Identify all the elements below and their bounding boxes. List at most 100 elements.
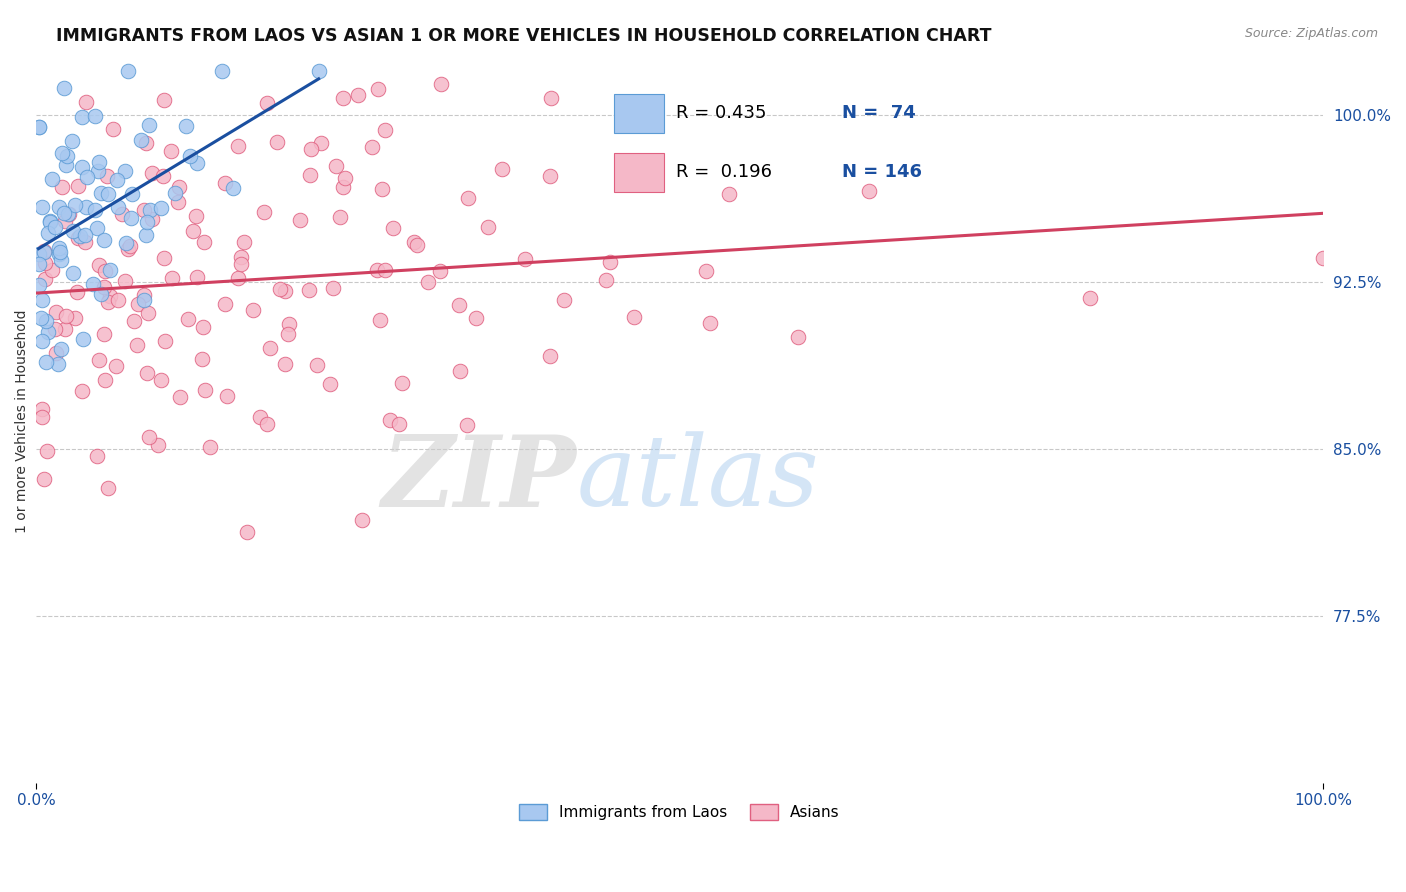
Point <box>53 206 76 220</box>
Point <box>45 305 67 319</box>
Point <box>416 275 439 289</box>
Point <box>84 202 107 217</box>
Point <box>60 134 83 148</box>
Point <box>48 200 70 214</box>
Point <box>217 389 239 403</box>
Point <box>89 155 111 169</box>
Point <box>160 270 183 285</box>
Point <box>141 211 163 226</box>
Point <box>120 211 142 225</box>
Point <box>135 214 157 228</box>
Point <box>465 310 488 325</box>
Point <box>114 164 136 178</box>
Point <box>111 207 134 221</box>
Point <box>31 334 53 349</box>
Point <box>34 256 56 270</box>
Point <box>35 314 58 328</box>
Point <box>167 180 190 194</box>
Point <box>87 353 110 368</box>
Point <box>378 412 401 426</box>
Point <box>51 145 73 160</box>
Point <box>274 358 297 372</box>
Point <box>70 384 93 398</box>
Point <box>31 293 53 307</box>
Point <box>457 190 479 204</box>
Point <box>786 330 808 344</box>
Point <box>277 326 299 341</box>
Point <box>311 136 333 150</box>
Point <box>236 524 259 539</box>
Point <box>107 293 129 307</box>
Point <box>288 212 311 227</box>
Point <box>335 171 357 186</box>
Point <box>48 241 70 255</box>
Text: IMMIGRANTS FROM LAOS VS ASIAN 1 OR MORE VEHICLES IN HOUSEHOLD CORRELATION CHART: IMMIGRANTS FROM LAOS VS ASIAN 1 OR MORE … <box>56 27 991 45</box>
Point <box>256 417 278 431</box>
Point <box>253 204 276 219</box>
Point <box>299 168 322 182</box>
Point <box>322 281 344 295</box>
Point <box>127 297 149 311</box>
Point <box>48 247 70 261</box>
Point <box>39 214 62 228</box>
Point <box>141 166 163 180</box>
Point <box>73 235 96 249</box>
Point <box>347 87 370 102</box>
Point <box>232 235 254 249</box>
Point <box>858 184 880 198</box>
Point <box>181 224 204 238</box>
Point <box>90 286 112 301</box>
Text: atlas: atlas <box>576 432 820 527</box>
Point <box>87 164 110 178</box>
Point <box>107 200 129 214</box>
Point <box>695 264 717 278</box>
Y-axis label: 1 or more Vehicles in Household: 1 or more Vehicles in Household <box>15 310 30 533</box>
Point <box>66 231 89 245</box>
Point <box>456 418 478 433</box>
Point <box>159 144 181 158</box>
Point <box>35 355 58 369</box>
Point <box>186 270 208 285</box>
Point <box>146 438 169 452</box>
Point <box>52 80 75 95</box>
Point <box>70 111 93 125</box>
Point <box>699 316 721 330</box>
Point <box>360 140 382 154</box>
Point <box>132 288 155 302</box>
Point <box>129 133 152 147</box>
Point <box>259 341 281 355</box>
Point <box>93 233 115 247</box>
Point <box>367 82 389 96</box>
Point <box>63 198 86 212</box>
Text: Source: ZipAtlas.com: Source: ZipAtlas.com <box>1244 27 1378 40</box>
Point <box>98 289 121 303</box>
Point <box>138 118 160 132</box>
Point <box>55 157 77 171</box>
Point <box>352 513 374 527</box>
Point <box>132 293 155 308</box>
Point <box>491 162 513 177</box>
Point <box>31 402 53 417</box>
Point <box>97 186 120 201</box>
Point <box>186 156 208 170</box>
Point <box>34 472 56 486</box>
Point <box>127 338 149 352</box>
Point <box>332 179 354 194</box>
Point <box>301 142 323 156</box>
Point <box>231 250 253 264</box>
Point <box>226 271 249 285</box>
Point <box>222 181 245 195</box>
Point <box>89 258 111 272</box>
Point <box>41 262 63 277</box>
Point <box>214 176 236 190</box>
Point <box>27 120 49 134</box>
Point <box>117 63 139 78</box>
Point <box>163 186 186 200</box>
Point <box>718 187 741 202</box>
Point <box>55 309 77 323</box>
Point <box>51 180 73 194</box>
Point <box>62 224 84 238</box>
Point <box>105 173 128 187</box>
Point <box>382 221 405 235</box>
Point <box>83 109 105 123</box>
